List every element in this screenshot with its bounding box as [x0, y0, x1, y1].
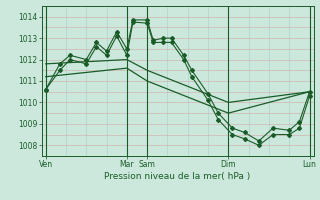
- X-axis label: Pression niveau de la mer( hPa ): Pression niveau de la mer( hPa ): [104, 172, 251, 181]
